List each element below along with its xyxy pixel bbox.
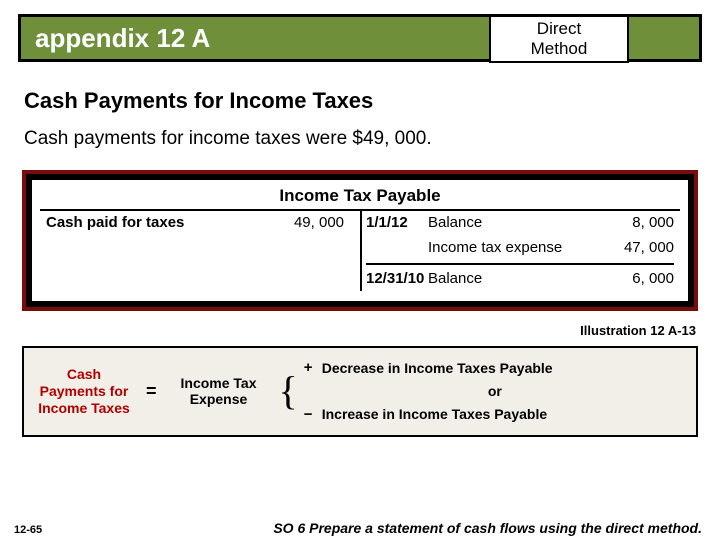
method-line1: Direct	[537, 19, 581, 39]
credit-desc: Income tax expense	[428, 239, 616, 258]
t-account-container: Income Tax Payable Cash paid for taxes 4…	[22, 170, 698, 311]
formula-rhs-bot-text: Increase in Income Taxes Payable	[322, 403, 547, 425]
credit-amount: 47, 000	[616, 239, 674, 258]
credit-date: 1/1/12	[366, 214, 428, 233]
debit-amount: 49, 000	[294, 214, 354, 233]
formula-box: Cash Payments for Income Taxes = Income …	[22, 346, 698, 436]
formula-mid: Income Tax Expense	[169, 375, 269, 409]
credit-amount: 8, 000	[616, 214, 674, 233]
section-title: Cash Payments for Income Taxes	[24, 88, 700, 114]
closing-date: 12/31/10	[366, 270, 428, 289]
closing-desc: Balance	[428, 270, 616, 289]
formula-mid-l1: Income Tax	[169, 375, 269, 392]
section-body: Cash payments for income taxes were $49,…	[24, 128, 700, 150]
t-account-title: Income Tax Payable	[279, 186, 440, 206]
formula-lhs-l3: Income Taxes	[34, 400, 134, 417]
credit-date	[366, 239, 428, 258]
formula-rhs: + Decrease in Income Taxes Payable or − …	[304, 356, 686, 426]
formula-lhs: Cash Payments for Income Taxes	[34, 366, 134, 416]
slide-number: 12-65	[14, 524, 42, 536]
subtotal-rule	[366, 263, 674, 265]
debit-label: Cash paid for taxes	[46, 214, 184, 233]
formula-rhs-or: or	[304, 380, 686, 402]
plus-sign: +	[304, 356, 322, 380]
closing-amount: 6, 000	[616, 270, 674, 289]
minus-sign: −	[304, 403, 322, 427]
t-account-body: Cash paid for taxes 49, 000 1/1/12 Balan…	[40, 211, 680, 291]
formula-lhs-l2: Payments for	[34, 383, 134, 400]
t-account-title-row: Income Tax Payable	[40, 186, 680, 211]
t-account-divider	[360, 211, 362, 291]
formula-mid-l2: Expense	[169, 391, 269, 408]
method-line2: Method	[531, 39, 588, 59]
study-objective: SO 6 Prepare a statement of cash flows u…	[273, 520, 702, 536]
equals-sign: =	[134, 381, 169, 402]
appendix-title: appendix 12 A	[21, 23, 210, 54]
t-account: Income Tax Payable Cash paid for taxes 4…	[32, 180, 688, 301]
formula-lhs-l1: Cash	[34, 366, 134, 383]
debit-row: Cash paid for taxes 49, 000	[40, 211, 360, 236]
method-callout: Direct Method	[489, 15, 629, 63]
illustration-label: Illustration 12 A-13	[0, 323, 696, 338]
credit-desc: Balance	[428, 214, 616, 233]
t-account-credit-side: 1/1/12 Balance 8, 000 Income tax expense…	[360, 211, 680, 291]
or-text: or	[488, 380, 502, 402]
credit-row: 1/1/12 Balance 8, 000	[360, 211, 680, 236]
t-account-debit-side: Cash paid for taxes 49, 000	[40, 211, 360, 291]
formula-rhs-bot: − Increase in Income Taxes Payable	[304, 403, 686, 427]
formula-rhs-top-text: Decrease in Income Taxes Payable	[322, 357, 553, 379]
closing-row: 12/31/10 Balance 6, 000	[360, 267, 680, 292]
slide-header: appendix 12 A Direct Method	[18, 14, 702, 62]
brace-icon: {	[269, 375, 304, 407]
credit-row: Income tax expense 47, 000	[360, 236, 680, 261]
formula-rhs-top: + Decrease in Income Taxes Payable	[304, 356, 686, 380]
